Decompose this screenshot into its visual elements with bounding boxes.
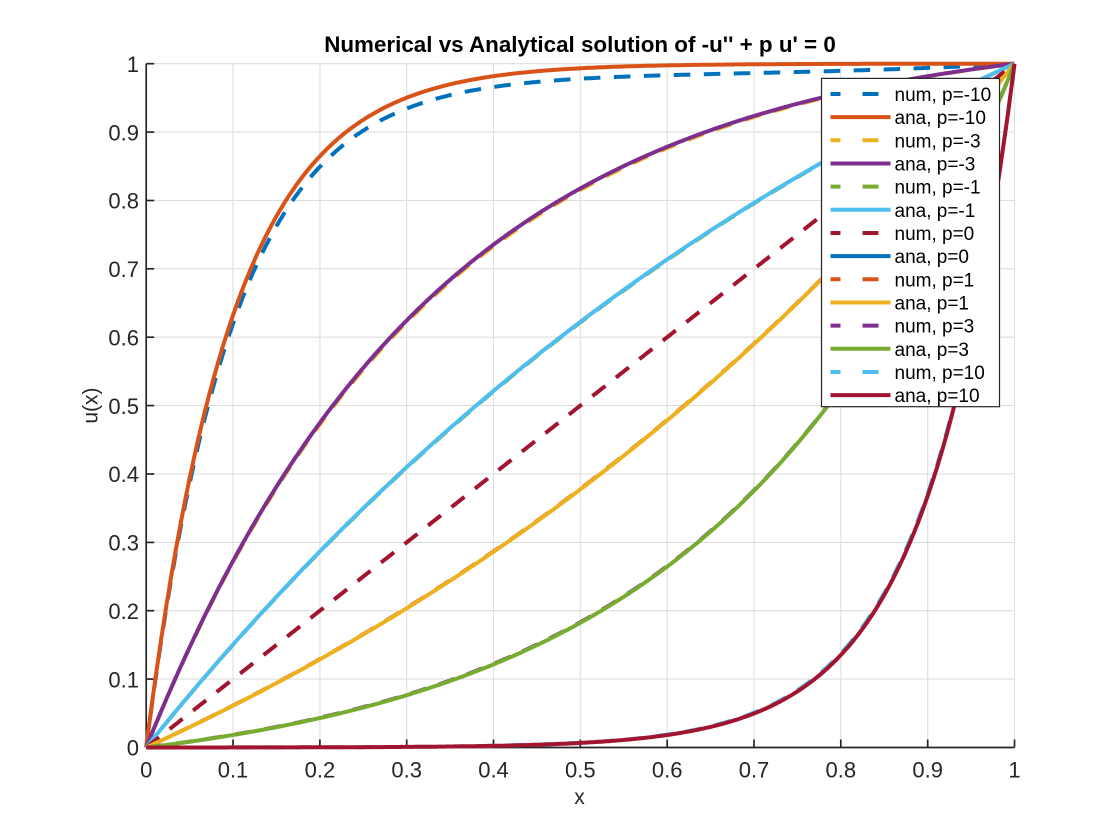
svg-text:1: 1 xyxy=(127,52,139,77)
svg-text:0.1: 0.1 xyxy=(108,667,139,692)
svg-text:0.9: 0.9 xyxy=(108,120,139,145)
svg-text:ana, p=3: ana, p=3 xyxy=(895,340,970,361)
svg-text:0.7: 0.7 xyxy=(739,758,770,783)
svg-text:Numerical vs Analytical soluti: Numerical vs Analytical solution of -u''… xyxy=(324,32,836,57)
svg-text:0.8: 0.8 xyxy=(108,189,139,214)
svg-text:ana, p=10: ana, p=10 xyxy=(895,386,980,407)
svg-text:num, p=1: num, p=1 xyxy=(895,270,975,291)
svg-text:1: 1 xyxy=(1008,758,1020,783)
svg-text:ana, p=-10: ana, p=-10 xyxy=(895,108,986,129)
svg-text:ana, p=0: ana, p=0 xyxy=(895,247,970,268)
svg-text:x: x xyxy=(574,786,585,809)
svg-text:0: 0 xyxy=(140,758,152,783)
svg-text:0.1: 0.1 xyxy=(218,758,249,783)
svg-text:num, p=-3: num, p=-3 xyxy=(895,131,981,152)
svg-text:ana, p=-1: ana, p=-1 xyxy=(895,201,976,222)
svg-text:0.3: 0.3 xyxy=(391,758,422,783)
svg-text:num, p=3: num, p=3 xyxy=(895,317,975,338)
svg-text:0.7: 0.7 xyxy=(108,257,139,282)
svg-text:num, p=0: num, p=0 xyxy=(895,224,975,245)
svg-text:0.2: 0.2 xyxy=(108,599,139,624)
svg-text:0.6: 0.6 xyxy=(108,325,139,350)
svg-text:0.5: 0.5 xyxy=(565,758,596,783)
svg-text:0.5: 0.5 xyxy=(108,394,139,419)
svg-text:0.4: 0.4 xyxy=(108,462,139,487)
svg-text:0.4: 0.4 xyxy=(478,758,509,783)
svg-text:0: 0 xyxy=(127,736,139,761)
svg-text:num, p=10: num, p=10 xyxy=(895,363,985,384)
svg-text:0.2: 0.2 xyxy=(305,758,336,783)
svg-text:0.6: 0.6 xyxy=(652,758,683,783)
svg-text:num, p=-10: num, p=-10 xyxy=(895,85,992,106)
svg-text:ana, p=-3: ana, p=-3 xyxy=(895,155,976,176)
svg-text:0.3: 0.3 xyxy=(108,531,139,556)
svg-text:num, p=-1: num, p=-1 xyxy=(895,178,981,199)
svg-text:u(x): u(x) xyxy=(80,388,103,424)
svg-text:0.9: 0.9 xyxy=(912,758,943,783)
svg-text:ana, p=1: ana, p=1 xyxy=(895,294,970,315)
svg-text:0.8: 0.8 xyxy=(826,758,857,783)
